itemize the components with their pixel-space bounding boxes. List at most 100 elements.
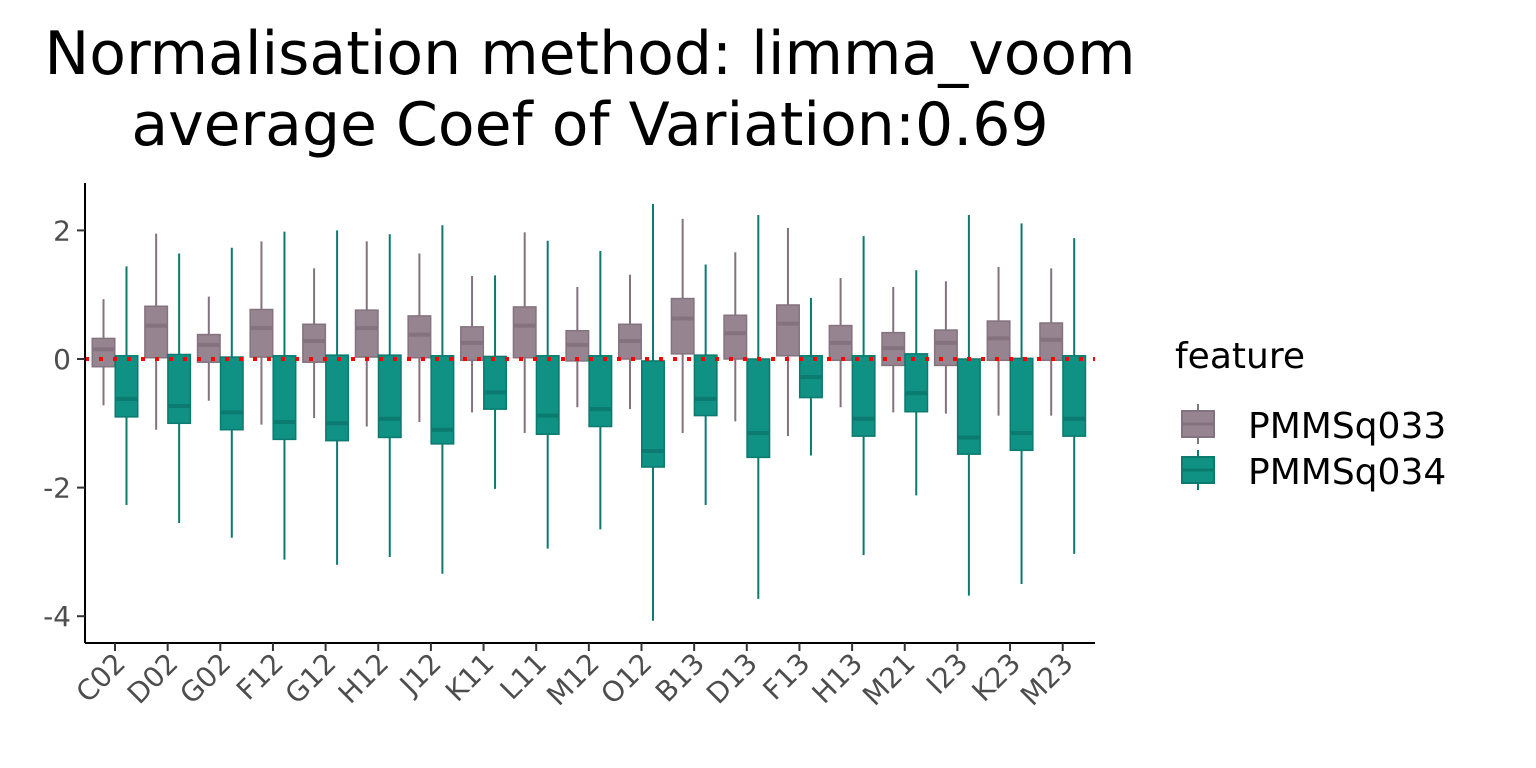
box-body [354,309,379,358]
x-tick-label-M21: M21 [856,647,922,713]
box-body [302,323,327,363]
box-body [723,314,748,360]
box-body [430,355,455,445]
legend-title: feature [1175,336,1305,377]
y-tick-label: 0 [53,343,71,376]
box-body [483,355,508,410]
chart-title-line-1: Normalisation method: limma_voom [44,19,1135,89]
x-tick-label-L11: L11 [494,647,554,707]
y-tick-label: -4 [43,600,71,633]
x-tick-label-K23: K23 [965,647,1027,709]
axes: 2 0 -2 -4 C02D02G02F12G12H12J12K11L11M12O12B… [43,183,1095,712]
x-tick-label-F12: F12 [230,647,290,707]
x-tick-label-I23: I23 [920,647,974,701]
box-body [588,355,613,428]
x-tick-label-H13: H13 [806,647,869,710]
box-K11-series-2 [483,275,508,489]
box-body [535,355,560,435]
box-B13-series-1 [670,218,695,433]
x-tick-label-F13: F13 [756,647,816,707]
box-body [851,355,876,437]
x-tick-label-M23: M23 [1014,647,1080,713]
box-body [272,355,297,441]
box-I23-series-2 [956,214,981,596]
box-body [512,306,537,359]
x-tick-label-G02: G02 [173,647,237,711]
legend-keys [1181,404,1215,490]
box-M12-series-2 [588,250,613,530]
plot-area [91,204,1087,621]
box-M23-series-2 [1062,238,1087,554]
box-I23-series-1 [933,281,958,414]
legend: feature PMMSq033 PMMSq034 [1175,336,1446,493]
box-G12-series-2 [325,230,350,565]
box-D02-series-1 [144,233,169,430]
box-O12-series-2 [641,204,665,621]
box-J12-series-2 [430,225,455,574]
box-D13-series-1 [723,252,748,422]
box-G02-series-1 [196,296,221,401]
box-J12-series-1 [407,253,432,423]
x-tick-label-K11: K11 [439,647,501,709]
box-H12-series-1 [354,241,379,427]
box-body [219,356,244,431]
box-body [641,360,665,468]
x-tick-label-C02: C02 [70,647,132,709]
x-tick-label-G12: G12 [279,647,343,711]
box-B13-series-2 [693,264,718,505]
x-tick-label-D02: D02 [121,647,185,711]
box-M21-series-2 [904,270,929,496]
legend-key-series-2 [1181,450,1215,490]
box-K23-series-1 [986,267,1011,416]
y-tick-label: 2 [53,214,71,247]
box-L11-series-2 [535,240,560,549]
box-body [167,353,192,425]
box-H13-series-1 [828,277,853,408]
x-tick-label-J12: J12 [392,647,448,703]
box-body [693,354,718,417]
box-body [775,304,800,357]
box-F12-series-2 [272,231,297,560]
box-H12-series-2 [377,234,402,558]
box-body [1009,357,1034,452]
box-body [91,337,116,368]
box-O12-series-1 [618,274,642,410]
box-M12-series-1 [565,286,590,408]
box-body [904,353,929,413]
box-body [746,358,771,459]
x-tick-label-O12: O12 [594,647,658,711]
box-body [377,354,402,439]
box-L11-series-1 [512,232,537,433]
box-C02-series-1 [91,299,116,406]
box-body [1062,355,1087,437]
box-body [144,305,169,359]
box-H13-series-2 [851,236,876,556]
box-body [196,333,221,363]
box-body [249,308,274,358]
box-F13-series-1 [775,227,800,437]
box-body [325,354,350,442]
box-M21-series-1 [881,286,906,413]
legend-label-series-2: PMMSq034 [1248,452,1446,493]
box-C02-series-2 [114,266,139,505]
box-F13-series-2 [798,297,823,456]
legend-key-series-1 [1181,404,1215,444]
y-tick-label: -2 [43,472,71,505]
box-body [114,355,139,418]
box-body [956,358,981,455]
x-tick-label-B13: B13 [649,647,711,709]
x-tick-label-D13: D13 [700,647,764,711]
box-body [407,315,432,359]
x-tick-label-M12: M12 [540,647,606,713]
x-tick-label-H12: H12 [332,647,395,710]
box-G12-series-1 [302,268,327,419]
box-D13-series-2 [746,214,771,599]
box-F12-series-1 [249,241,274,425]
chart-title-line-2: average Coef of Variation:0.69 [131,90,1048,160]
box-body [986,320,1011,362]
box-K11-series-1 [460,276,485,413]
box-K23-series-2 [1009,223,1034,585]
box-G02-series-2 [219,247,244,538]
box-body [933,329,958,367]
